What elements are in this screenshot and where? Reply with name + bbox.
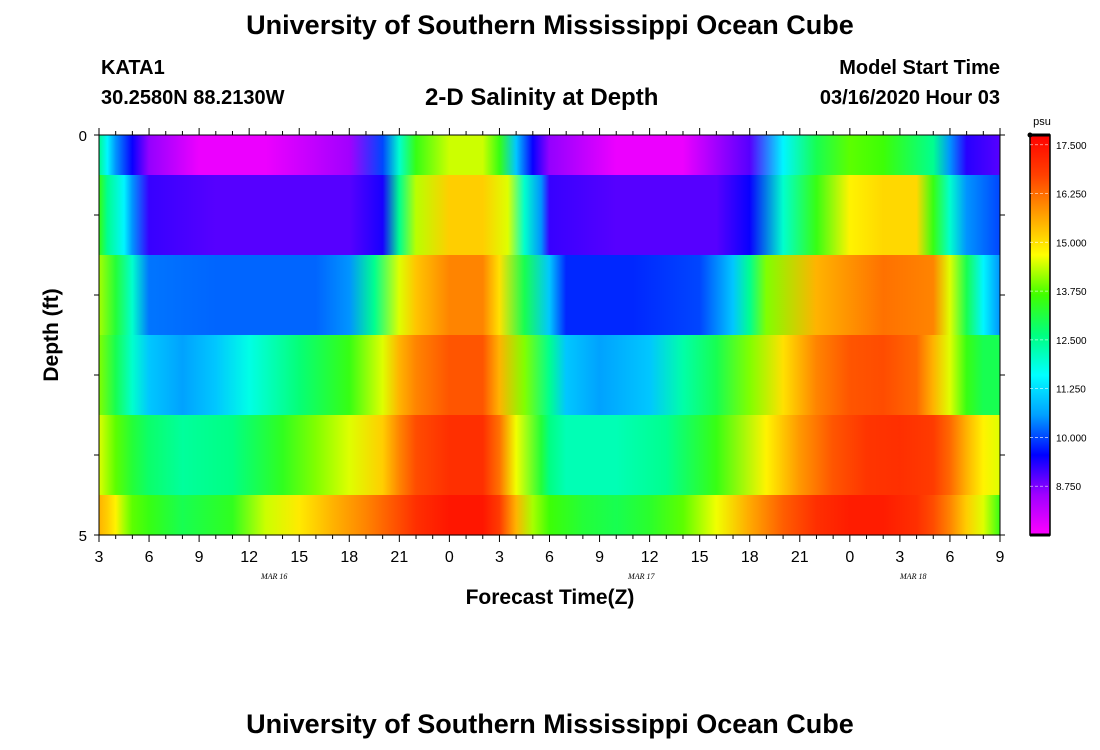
depth-layer-band bbox=[99, 135, 1000, 176]
x-tick-label: 9 bbox=[195, 549, 204, 566]
x-tick-label: 0 bbox=[845, 549, 854, 566]
x-date-label: MAR 16 bbox=[260, 572, 287, 581]
x-tick-label: 15 bbox=[691, 549, 709, 566]
x-tick-label: 18 bbox=[741, 549, 759, 566]
x-date-label: MAR 17 bbox=[627, 572, 655, 581]
colorbar-corner-dot bbox=[1027, 132, 1033, 138]
x-axis-title: Forecast Time(Z) bbox=[466, 586, 635, 609]
y-tick-label: 5 bbox=[79, 528, 87, 545]
chart-subtitle: 2-D Salinity at Depth bbox=[425, 84, 659, 111]
heatmap-layers bbox=[99, 135, 1000, 536]
colorbar-tick-label: 10.000 bbox=[1056, 433, 1087, 444]
x-tick-label: 12 bbox=[641, 549, 659, 566]
x-axis: 3 6 9 12 15 18 21 0 3 6 9 12 15 18 21 0 3 6 9 MAR 16 MAR 17 M… bbox=[95, 128, 1005, 581]
colorbar-tick-label: 17.500 bbox=[1056, 141, 1087, 152]
depth-layer-band bbox=[99, 415, 1000, 496]
x-tick-label: 9 bbox=[996, 549, 1005, 566]
x-tick-label: 21 bbox=[791, 549, 809, 566]
model-start-label: Model Start Time bbox=[839, 57, 1000, 79]
depth-layer-band bbox=[99, 335, 1000, 416]
colorbar-tick-label: 12.500 bbox=[1056, 336, 1087, 347]
model-start-value: 03/16/2020 Hour 03 bbox=[819, 87, 1000, 109]
colorbar-unit-label: psu bbox=[1033, 116, 1051, 128]
station-id: KATA1 bbox=[101, 57, 165, 79]
x-tick-label: 3 bbox=[95, 549, 104, 566]
colorbar-tick-label: 13.750 bbox=[1056, 287, 1087, 298]
colorbar-bar bbox=[1029, 134, 1051, 536]
x-tick-label: 12 bbox=[240, 549, 258, 566]
colorbar-tick-label: 16.250 bbox=[1056, 190, 1087, 201]
depth-layer-band bbox=[99, 175, 1000, 256]
x-tick-label: 6 bbox=[145, 549, 154, 566]
x-tick-label: 3 bbox=[895, 549, 904, 566]
x-date-label: MAR 18 bbox=[899, 572, 926, 581]
y-axis: 05 bbox=[79, 128, 1005, 545]
colorbar-tick-label: 8.750 bbox=[1056, 482, 1081, 493]
station-coordinates: 30.2580N 88.2130W bbox=[101, 87, 285, 109]
footer-title: University of Southern Mississippi Ocean… bbox=[246, 709, 854, 739]
page-title: University of Southern Mississippi Ocean… bbox=[246, 10, 854, 40]
colorbar-tick-label: 15.000 bbox=[1056, 238, 1087, 249]
colorbar: 17.500 16.250 15.000 13.750 12.500 11.250 10.0… bbox=[1027, 116, 1087, 537]
x-tick-label: 0 bbox=[445, 549, 454, 566]
x-tick-label: 21 bbox=[390, 549, 408, 566]
x-tick-label: 3 bbox=[495, 549, 504, 566]
depth-layer-band bbox=[99, 495, 1000, 536]
x-tick-label: 18 bbox=[340, 549, 358, 566]
x-tick-label: 6 bbox=[945, 549, 954, 566]
x-tick-label: 15 bbox=[290, 549, 308, 566]
depth-layer-band bbox=[99, 255, 1000, 336]
y-tick-label: 0 bbox=[79, 128, 87, 145]
y-axis-title: Depth (ft) bbox=[40, 288, 63, 381]
x-tick-label: 9 bbox=[595, 549, 604, 566]
colorbar-tick-label: 11.250 bbox=[1056, 385, 1086, 396]
x-tick-label: 6 bbox=[545, 549, 554, 566]
